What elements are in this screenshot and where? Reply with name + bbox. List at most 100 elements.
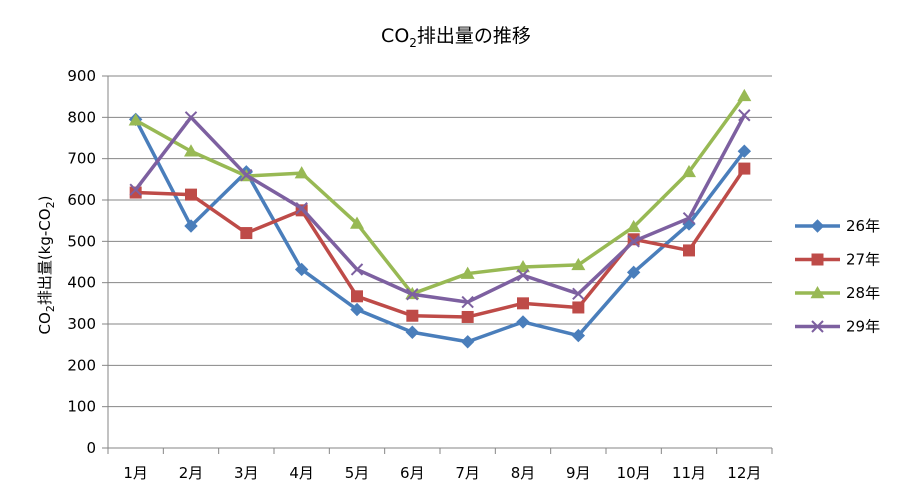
legend-item: 26年 xyxy=(795,217,880,235)
marker-stroke xyxy=(572,287,585,301)
y-label-sub1: 2 xyxy=(44,305,57,312)
x-tick-label: 3月 xyxy=(234,464,259,482)
data-point xyxy=(406,309,419,322)
x-tick-label: 10月 xyxy=(617,464,651,482)
series-line xyxy=(134,94,746,296)
data-point xyxy=(683,244,695,257)
data-point xyxy=(129,183,142,196)
series-line xyxy=(134,114,746,304)
y-tick-label: 800 xyxy=(67,108,96,126)
series-lines xyxy=(128,88,752,349)
data-point xyxy=(460,335,475,349)
data-point xyxy=(184,111,198,124)
data-point xyxy=(516,269,530,282)
y-label-sub2: 2 xyxy=(44,201,57,208)
y-tick-label: 700 xyxy=(67,150,96,168)
series-line xyxy=(134,118,746,344)
data-point xyxy=(571,328,586,343)
data-point xyxy=(571,257,586,271)
data-point xyxy=(626,265,641,280)
data-point xyxy=(294,262,309,277)
data-point xyxy=(350,216,364,229)
x-tick-label: 1月 xyxy=(123,464,148,482)
data-point xyxy=(627,235,640,248)
chart-title-co: CO xyxy=(381,25,409,47)
data-point xyxy=(461,295,474,309)
x-tick-label: 12月 xyxy=(727,464,761,482)
data-point xyxy=(516,315,530,329)
data-point xyxy=(128,113,143,126)
y-tick-label: 600 xyxy=(67,191,96,209)
data-point xyxy=(294,166,309,179)
series-line xyxy=(135,167,746,319)
data-point xyxy=(572,287,585,301)
marker-stroke xyxy=(811,320,824,333)
legend-item: 29年 xyxy=(795,318,880,336)
y-label-mid: 排出量(kg-CO xyxy=(36,208,54,305)
marker-stroke xyxy=(738,109,751,122)
data-point xyxy=(737,144,752,158)
y-tick-label: 300 xyxy=(67,315,96,333)
x-tick-label: 5月 xyxy=(345,464,370,482)
marker-stroke xyxy=(682,211,696,225)
gridlines xyxy=(108,75,772,408)
data-point xyxy=(240,168,253,182)
marker-stroke xyxy=(295,202,308,215)
chart-title-rest: 排出量の推移 xyxy=(417,25,531,47)
data-point xyxy=(405,325,420,339)
data-point xyxy=(517,297,529,310)
data-point xyxy=(295,202,308,215)
legend-swatch-marker xyxy=(810,219,825,233)
marker-stroke xyxy=(129,183,142,196)
legend-item: 28年 xyxy=(795,284,880,302)
legend-swatch-marker xyxy=(810,286,825,299)
data-point xyxy=(461,310,474,323)
marker-stroke xyxy=(461,295,474,309)
data-point xyxy=(737,88,752,102)
data-point xyxy=(738,162,751,175)
marker-stroke xyxy=(240,168,253,182)
x-tick-label: 8月 xyxy=(511,464,536,482)
data-point xyxy=(406,288,419,301)
marker-stroke xyxy=(184,111,198,124)
data-point xyxy=(240,227,253,240)
y-axis-label: CO2排出量(kg-CO2) xyxy=(36,196,57,335)
legend-label: 26年 xyxy=(846,217,880,235)
legend-label: 29年 xyxy=(846,318,880,336)
x-tick-label: 2月 xyxy=(179,464,204,482)
x-tick-label: 11月 xyxy=(672,464,706,482)
y-tick-label: 500 xyxy=(67,232,96,250)
marker-stroke xyxy=(350,263,364,276)
chart-title: CO2排出量の推移 xyxy=(381,25,531,50)
data-point xyxy=(129,186,142,199)
y-label-co: CO xyxy=(36,312,54,334)
data-point xyxy=(516,259,530,273)
data-point xyxy=(682,164,696,178)
data-point xyxy=(350,302,364,317)
y-tick-label: 400 xyxy=(67,274,96,292)
legend-item: 27年 xyxy=(795,251,880,269)
series-1 xyxy=(128,112,752,349)
legend-label: 27年 xyxy=(846,251,880,269)
marker-stroke xyxy=(516,269,530,282)
y-tick-label: 100 xyxy=(67,398,96,416)
legend-label: 28年 xyxy=(846,284,880,302)
chart-title-sub: 2 xyxy=(409,36,417,50)
marker-stroke xyxy=(627,235,640,248)
data-point xyxy=(185,188,197,201)
legend-swatch-marker xyxy=(811,253,824,266)
data-point xyxy=(738,109,751,122)
series-4 xyxy=(129,109,751,309)
legend-swatch-marker xyxy=(811,320,824,333)
axes: 0 100 200 300 400 500 600 700 800 900 1月 2月 3月 4月 5月 6月… xyxy=(67,67,773,482)
data-point xyxy=(350,263,364,276)
x-tick-label: 4月 xyxy=(289,464,314,482)
data-point xyxy=(351,290,363,303)
data-point xyxy=(572,301,585,314)
data-point xyxy=(682,211,696,225)
x-tick-label: 6月 xyxy=(400,464,425,482)
x-tick-label: 9月 xyxy=(566,464,591,482)
y-label-end: ) xyxy=(36,196,54,202)
